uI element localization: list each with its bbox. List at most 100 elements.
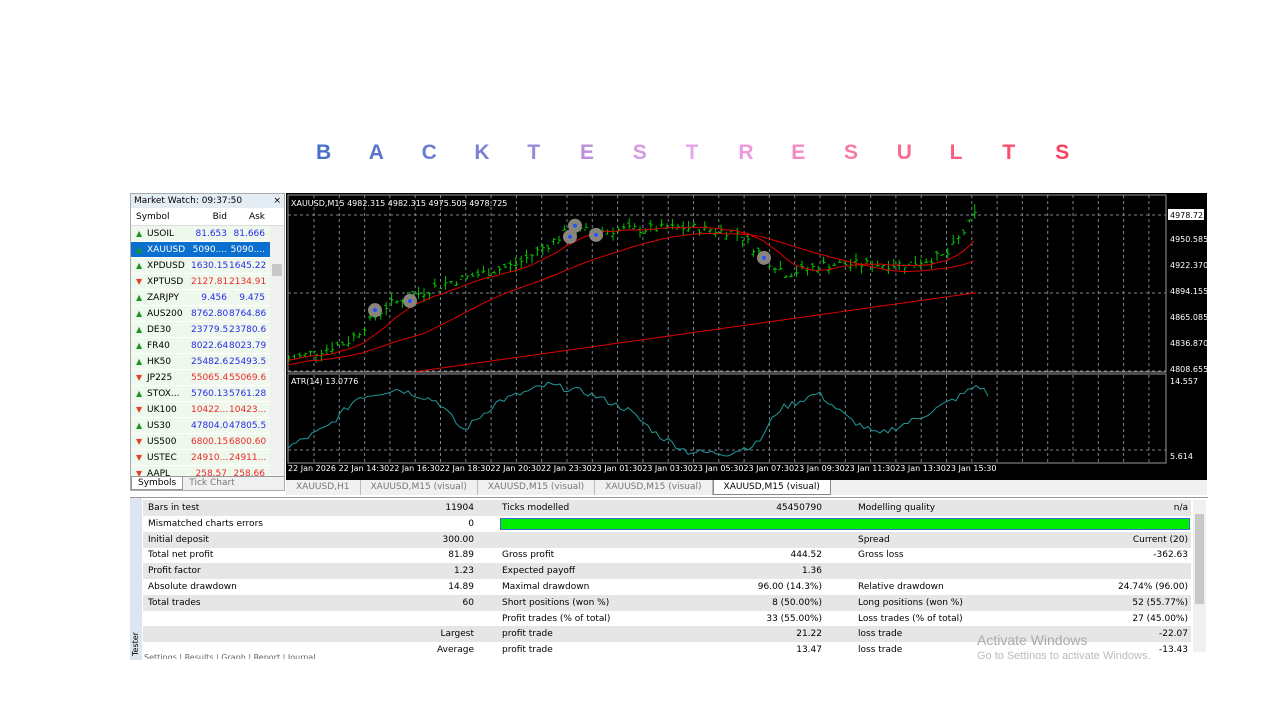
- report-value: 1.23: [453, 566, 474, 577]
- title-letter: L: [949, 141, 963, 164]
- ask: 6800.60: [229, 436, 267, 447]
- report-row: Average profit trade 13.47 loss trade -13.43: [143, 642, 1191, 658]
- market-watch-row[interactable]: ▲ US30 47804.0 47805.5: [131, 418, 284, 434]
- report-value: n/a: [1173, 503, 1188, 513]
- ask: 5761.28: [229, 388, 267, 399]
- report-value: 13.47: [796, 645, 822, 656]
- close-icon[interactable]: ×: [273, 196, 281, 206]
- symbol: HK50: [147, 356, 172, 367]
- ask: 24911....: [229, 452, 267, 463]
- market-watch-row[interactable]: ▲ USOIL 81.653 81.666: [131, 226, 284, 242]
- report-row: Absolute drawdown 14.89 Maximal drawdown 96…: [143, 579, 1191, 595]
- price-tick-label: 4894.155: [1170, 287, 1207, 296]
- report-row: Total trades 60 Short positions (won %) 8 (…: [143, 594, 1191, 611]
- market-watch-row[interactable]: ▲ HK50 25482.6 25493.5: [131, 354, 284, 370]
- report-value: Largest: [440, 629, 474, 640]
- time-tick-label: 23 Jan 11:30: [845, 464, 896, 473]
- price-tick-label: 4950.585: [1170, 235, 1207, 244]
- market-watch-scrollbar[interactable]: [270, 226, 284, 474]
- column-bid[interactable]: Bid: [212, 211, 227, 222]
- chart-tab[interactable]: XAUUSD,M15 (visual): [595, 480, 713, 495]
- main-pane-border: [287, 194, 1167, 373]
- market-watch-row[interactable]: ▲ AUS200 8762.80 8764.86: [131, 306, 284, 322]
- market-watch-header: Market Watch: 09:37:50 ×: [131, 194, 284, 208]
- ask: 1645.22: [229, 260, 267, 271]
- ask: 258.66: [233, 468, 266, 479]
- market-watch-row[interactable]: ▼ XPTUSD 2127.81 2134.91: [131, 274, 284, 290]
- report-value: 444.52: [790, 550, 823, 561]
- market-watch-row[interactable]: ▼ JP225 55065.4 55069.6: [131, 370, 284, 386]
- market-watch-row[interactable]: ▲ ZARJPY 9.456 9.475: [131, 290, 284, 306]
- report-value: 24.74% (96.00): [1118, 582, 1188, 592]
- bid: 23779.5: [191, 324, 229, 335]
- arrow-up-icon: ▲: [136, 292, 143, 302]
- arrow-down-icon: ▼: [136, 436, 143, 446]
- report-value: 21.22: [796, 629, 822, 640]
- title-letter: E: [580, 141, 595, 164]
- bid: 5760.13: [191, 388, 229, 399]
- market-watch-panel: Market Watch: 09:37:50 × Symbol Bid Ask …: [130, 193, 285, 491]
- report-label: Short positions (won %): [502, 597, 610, 608]
- market-watch-row[interactable]: ▲ STOX... 5760.13 5761.28: [131, 386, 284, 402]
- tester-side-strip: Tester: [130, 498, 142, 660]
- chart-tab[interactable]: XAUUSD,M15 (visual): [478, 480, 596, 495]
- report-value: 27 (45.00%): [1132, 613, 1188, 624]
- column-symbol[interactable]: Symbol: [136, 211, 170, 222]
- chart-tab[interactable]: XAUUSD,M15 (visual): [712, 480, 831, 495]
- symbol: UK100: [147, 404, 177, 415]
- market-watch-row[interactable]: ▼ UK100 10422.... 10423....: [131, 402, 284, 418]
- activate-windows-watermark: Activate Windows: [977, 632, 1088, 648]
- bid: 10422....: [191, 404, 229, 415]
- symbol: FR40: [147, 340, 170, 351]
- report-label: Mismatched charts errors: [148, 518, 263, 529]
- title-letter: B: [316, 141, 332, 164]
- bid: 8762.80: [191, 308, 229, 319]
- market-watch-row[interactable]: ▲ XAUUSD 5090.... 5090....: [131, 242, 284, 258]
- bid: 81.653: [195, 228, 228, 239]
- report-scrollbar[interactable]: [1193, 500, 1206, 652]
- market-watch-row[interactable]: ▲ DE30 23779.5 23780.6: [131, 322, 284, 338]
- time-tick-label: 23 Jan 05:30: [693, 464, 744, 473]
- chart-tab[interactable]: XAUUSD,M15 (visual): [361, 480, 478, 495]
- report-value: 1.36: [801, 566, 822, 577]
- market-watch-row[interactable]: ▲ XPDUSD 1630.15 1645.22: [131, 258, 284, 274]
- report-label: Relative drawdown: [858, 582, 944, 592]
- report-label: Maximal drawdown: [502, 582, 590, 592]
- trade-marker-dot: [573, 223, 577, 228]
- ask: 55069.6: [229, 372, 267, 383]
- chart-tab[interactable]: XAUUSD,H1: [286, 480, 361, 495]
- arrow-up-icon: ▲: [136, 420, 143, 430]
- arrow-up-icon: ▲: [136, 308, 143, 318]
- report-value: 33 (55.00%): [766, 613, 822, 624]
- report-row: Total net profit 81.89 Gross profit 444.52 G…: [143, 547, 1191, 563]
- report-value: 11904: [445, 503, 474, 513]
- ask: 9.475: [239, 292, 265, 303]
- tab-tick-chart[interactable]: Tick Chart: [189, 478, 235, 488]
- tester-tabs[interactable]: Settings | Results | Graph | Report | Jo…: [144, 653, 316, 659]
- symbol: XPDUSD: [147, 260, 185, 271]
- ask: 8023.79: [229, 340, 267, 351]
- title-letter: U: [896, 141, 912, 164]
- report-label: Ticks modelled: [502, 503, 570, 513]
- report-value: 52 (55.77%): [1132, 597, 1188, 608]
- arrow-up-icon: ▲: [136, 388, 143, 398]
- column-ask[interactable]: Ask: [248, 211, 265, 222]
- ask: 81.666: [233, 228, 266, 239]
- report-row: Mismatched charts errors 0: [143, 516, 1191, 532]
- time-tick-label: 23 Jan 15:30: [946, 464, 997, 473]
- market-watch-row[interactable]: ▼ USTEC 24910.... 24911....: [131, 450, 284, 466]
- price-chart[interactable]: XAUUSD,M15 4982.315 4982.315 4975.505 49…: [286, 193, 1208, 685]
- market-watch-row[interactable]: ▼ US500 6800.15 6800.60: [131, 434, 284, 450]
- report-value: 14.89: [448, 582, 474, 592]
- title-letter: C: [421, 141, 437, 164]
- market-watch-row[interactable]: ▲ FR40 8022.64 8023.79: [131, 338, 284, 354]
- trade-marker-dot: [568, 234, 572, 239]
- symbol: AUS200: [147, 308, 183, 319]
- ask: 47805.5: [229, 420, 267, 431]
- report-label: Initial deposit: [148, 534, 209, 545]
- bid: 258.57: [195, 468, 228, 479]
- tab-symbols[interactable]: Symbols: [131, 477, 184, 490]
- report-label: Modelling quality: [858, 503, 936, 513]
- symbol: XAUUSD: [147, 244, 186, 255]
- ask: 5090....: [230, 244, 265, 255]
